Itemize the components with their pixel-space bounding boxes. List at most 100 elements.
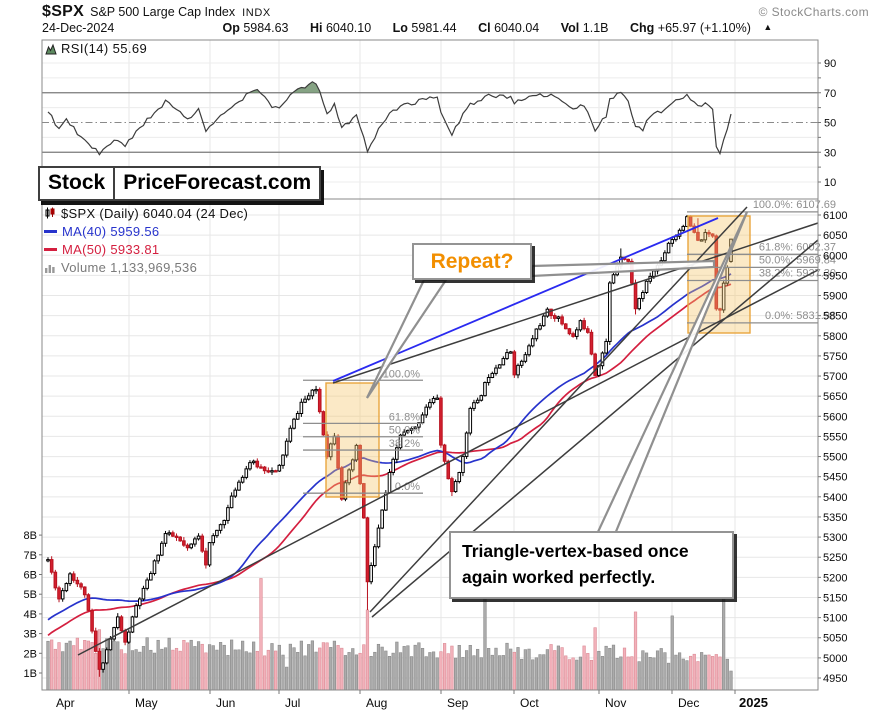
index-name: S&P 500 Large Cap Index — [90, 5, 236, 19]
svg-text:5050: 5050 — [823, 633, 847, 645]
svg-text:70: 70 — [824, 88, 836, 100]
svg-text:3B: 3B — [24, 629, 37, 641]
svg-text:61.8%: 6002.37: 61.8%: 6002.37 — [759, 241, 836, 253]
legend-volume: Volume 1,133,969,536 — [61, 259, 198, 275]
quote-bar: 24-Dec-2024 Op 5984.63 Hi 6040.10 Lo 598… — [42, 21, 790, 35]
logo-part-stock: Stock — [38, 166, 116, 201]
svg-text:Nov: Nov — [605, 696, 626, 710]
fib-retracement-1: 100.0% 61.8% 50.0%38.2% 0.0% — [303, 368, 423, 498]
svg-text:5300: 5300 — [823, 532, 847, 544]
svg-text:38.2%: 38.2% — [389, 438, 420, 450]
svg-text:6000: 6000 — [823, 250, 847, 262]
main-chart-legend: $SPX (Daily) 6040.04 (24 Dec) MA(40) 595… — [44, 206, 248, 278]
svg-text:100.0%: 6107.69: 100.0%: 6107.69 — [753, 199, 836, 211]
svg-text:50.0%: 50.0% — [389, 425, 420, 437]
triangle-vertex-annotation: Triangle-vertex-based once again worked … — [449, 531, 734, 599]
svg-text:May: May — [135, 696, 158, 710]
legend-ma50-row: MA(50) 5933.81 — [44, 241, 248, 257]
svg-text:5350: 5350 — [823, 512, 847, 524]
svg-text:5400: 5400 — [823, 492, 847, 504]
legend-ma40-row: MA(40) 5959.56 — [44, 223, 248, 239]
pane-borders — [41, 39, 819, 691]
svg-text:Jul: Jul — [285, 696, 300, 710]
svg-text:50.0%: 5969.84: 50.0%: 5969.84 — [759, 254, 836, 266]
svg-text:5450: 5450 — [823, 472, 847, 484]
repeat-text: Repeat? — [430, 249, 514, 273]
legend-volume-row: Volume 1,133,969,536 — [44, 259, 248, 275]
legend-ma50: MA(50) 5933.81 — [62, 241, 160, 257]
svg-text:Aug: Aug — [366, 696, 387, 710]
exchange-tag: INDX — [242, 7, 271, 19]
svg-text:5500: 5500 — [823, 452, 847, 464]
rsi-pane — [42, 81, 818, 156]
svg-text:30: 30 — [824, 147, 836, 159]
svg-text:5900: 5900 — [823, 291, 847, 303]
quote-volume: Vol 1.1B — [560, 21, 609, 35]
legend-title: $SPX (Daily) 6040.04 (24 Dec) — [61, 205, 249, 221]
quote-high: Hi 6040.10 — [310, 21, 372, 35]
svg-text:Sep: Sep — [447, 696, 469, 710]
quote-close: Cl 6040.04 — [478, 21, 540, 35]
svg-text:61.8%: 61.8% — [389, 411, 420, 423]
svg-text:5100: 5100 — [823, 613, 847, 625]
legend-ma40: MA(40) 5959.56 — [62, 223, 160, 239]
svg-text:6100: 6100 — [823, 210, 847, 222]
chart-header: $SPX S&P 500 Large Cap Index INDX — [42, 3, 271, 21]
svg-text:Oct: Oct — [520, 696, 539, 710]
svg-text:Jun: Jun — [216, 696, 235, 710]
quote-date: 24-Dec-2024 — [42, 21, 115, 35]
quote-low: Lo 5981.44 — [392, 21, 457, 35]
rsi-indicator-icon — [45, 43, 57, 54]
svg-text:5950: 5950 — [823, 270, 847, 282]
svg-text:5150: 5150 — [823, 592, 847, 604]
volume-bars — [46, 556, 733, 691]
logo-part-priceforecast: PriceForecast.com — [113, 166, 322, 201]
rsi-label: RSI(14) 55.69 — [61, 41, 148, 56]
triangle-annotation-line1: Triangle-vertex-based once — [462, 541, 689, 561]
volume-bars-icon — [45, 264, 55, 273]
svg-text:5600: 5600 — [823, 411, 847, 423]
svg-text:10: 10 — [824, 177, 836, 189]
svg-text:Apr: Apr — [56, 696, 75, 710]
svg-text:5000: 5000 — [823, 653, 847, 665]
quote-change: Chg +65.97 (+1.10%) ▲ — [629, 21, 773, 35]
quote-open: Op 5984.63 — [222, 21, 289, 35]
svg-text:4950: 4950 — [823, 673, 847, 685]
svg-text:5650: 5650 — [823, 391, 847, 403]
rsi-legend: RSI(14) 55.69 — [45, 41, 147, 56]
up-arrow-icon: ▲ — [763, 22, 773, 32]
svg-text:90: 90 — [824, 58, 836, 70]
svg-text:2025: 2025 — [739, 695, 768, 710]
ma40-swatch-icon — [44, 229, 57, 233]
ma40-line — [47, 273, 732, 621]
svg-text:Dec: Dec — [678, 696, 699, 710]
svg-text:2B: 2B — [24, 648, 37, 660]
svg-text:50: 50 — [824, 118, 836, 130]
svg-text:0.0%: 0.0% — [395, 481, 420, 493]
svg-text:5200: 5200 — [823, 572, 847, 584]
site-logo: Stock PriceForecast.com — [38, 166, 322, 201]
legend-symbol-row: $SPX (Daily) 6040.04 (24 Dec) — [44, 205, 249, 221]
symbol: $SPX — [42, 3, 85, 20]
candlestick-icon — [45, 207, 55, 219]
candles — [46, 215, 733, 677]
svg-text:7B: 7B — [24, 550, 37, 562]
repeat-annotation: Repeat? — [412, 243, 532, 280]
svg-text:100.0%: 100.0% — [383, 368, 421, 380]
svg-text:5850: 5850 — [823, 311, 847, 323]
svg-text:5800: 5800 — [823, 331, 847, 343]
ma50-swatch-icon — [44, 247, 57, 251]
axes: 4950 5000 5050 5100 5150 5200 5250 5300 5350 5400… — [24, 58, 848, 710]
stockcharts-credit: © StockCharts.com — [758, 5, 869, 19]
svg-text:1B: 1B — [24, 668, 37, 680]
triangle-annotation-line2: again worked perfectly. — [462, 567, 656, 588]
svg-text:5700: 5700 — [823, 371, 847, 383]
svg-text:6B: 6B — [24, 570, 37, 582]
callout-tails — [366, 211, 749, 536]
svg-text:5250: 5250 — [823, 552, 847, 564]
svg-text:6050: 6050 — [823, 230, 847, 242]
svg-text:4B: 4B — [24, 609, 37, 621]
svg-text:5750: 5750 — [823, 351, 847, 363]
